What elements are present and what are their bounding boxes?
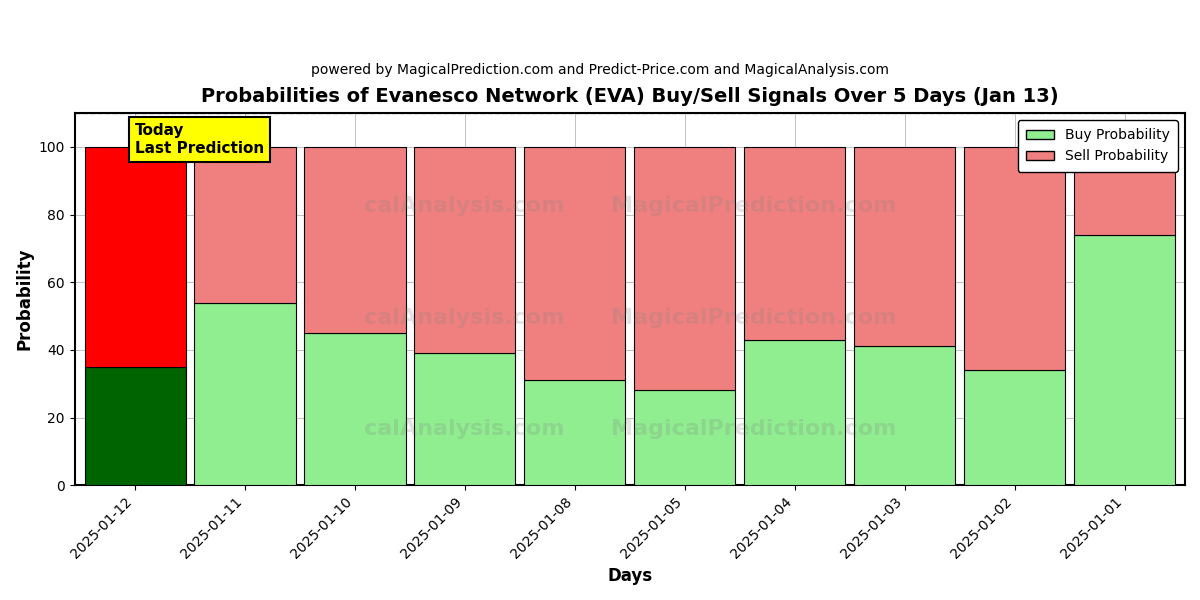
Text: powered by MagicalPrediction.com and Predict-Price.com and MagicalAnalysis.com: powered by MagicalPrediction.com and Pre… bbox=[311, 63, 889, 77]
Bar bbox=[84, 367, 186, 485]
Text: calAnalysis.com      MagicalPrediction.com: calAnalysis.com MagicalPrediction.com bbox=[364, 419, 896, 439]
Bar bbox=[635, 147, 736, 391]
Bar bbox=[414, 353, 516, 485]
Bar bbox=[1074, 147, 1175, 235]
Legend: Buy Probability, Sell Probability: Buy Probability, Sell Probability bbox=[1018, 120, 1178, 172]
Bar bbox=[524, 380, 625, 485]
Bar bbox=[194, 302, 295, 485]
Bar bbox=[305, 147, 406, 333]
Bar bbox=[964, 370, 1066, 485]
Title: Probabilities of Evanesco Network (EVA) Buy/Sell Signals Over 5 Days (Jan 13): Probabilities of Evanesco Network (EVA) … bbox=[202, 87, 1058, 106]
Bar bbox=[854, 346, 955, 485]
Bar bbox=[305, 333, 406, 485]
Bar bbox=[744, 340, 845, 485]
X-axis label: Days: Days bbox=[607, 567, 653, 585]
Bar bbox=[524, 147, 625, 380]
Text: calAnalysis.com      MagicalPrediction.com: calAnalysis.com MagicalPrediction.com bbox=[364, 308, 896, 328]
Text: Today
Last Prediction: Today Last Prediction bbox=[136, 123, 264, 155]
Y-axis label: Probability: Probability bbox=[16, 248, 34, 350]
Bar bbox=[964, 147, 1066, 370]
Bar bbox=[194, 147, 295, 302]
Bar bbox=[635, 391, 736, 485]
Bar bbox=[854, 147, 955, 346]
Bar bbox=[1074, 235, 1175, 485]
Bar bbox=[414, 147, 516, 353]
Bar bbox=[744, 147, 845, 340]
Text: calAnalysis.com      MagicalPrediction.com: calAnalysis.com MagicalPrediction.com bbox=[364, 196, 896, 216]
Bar bbox=[84, 147, 186, 367]
